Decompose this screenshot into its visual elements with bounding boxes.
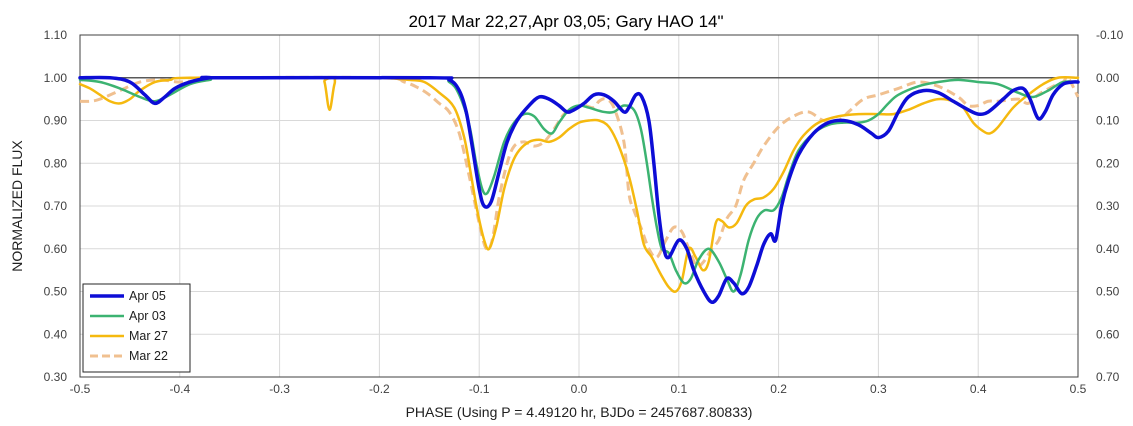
series-line-mar-27 xyxy=(78,75,1080,293)
legend-label: Apr 05 xyxy=(129,289,166,303)
x-axis-label: PHASE (Using P = 4.49120 hr, BJDo = 2457… xyxy=(406,404,753,420)
y2-tick-label: 0.20 xyxy=(1096,156,1120,170)
legend-box xyxy=(82,283,191,373)
x-tick-label: -0.4 xyxy=(169,382,190,396)
series-line-apr-03 xyxy=(78,76,1080,293)
y-tick-label: 0.90 xyxy=(44,114,68,128)
y-tick-label: 0.60 xyxy=(44,242,68,256)
legend-label: Apr 03 xyxy=(129,309,166,323)
y2-tick-label: 0.70 xyxy=(1096,370,1120,384)
x-tick-label: -0.3 xyxy=(269,382,290,396)
x-tick-label: 0.5 xyxy=(1070,382,1087,396)
x-tick-label: 0.4 xyxy=(970,382,987,396)
y-tick-label: 0.40 xyxy=(44,327,68,341)
x-tick-label: -0.2 xyxy=(369,382,390,396)
y-tick-label: 1.10 xyxy=(44,28,68,42)
legend-label: Mar 22 xyxy=(129,349,168,363)
legend: Apr 05 Apr 03 Mar 27 Mar 22 xyxy=(82,283,191,373)
y2-tick-label: 0.10 xyxy=(1096,114,1120,128)
x-tick-label: 0.0 xyxy=(571,382,588,396)
y2-tick-label: -0.10 xyxy=(1096,28,1124,42)
y2-tick-label: 0.40 xyxy=(1096,242,1120,256)
grid-lines xyxy=(79,34,1079,378)
y-axis-ticks: 0.30 0.40 0.50 0.60 0.70 0.80 0.90 1.00 1.10 xyxy=(44,28,68,384)
y2-tick-label: 0.00 xyxy=(1096,71,1120,85)
y-tick-label: 0.80 xyxy=(44,156,68,170)
y2-tick-label: 0.50 xyxy=(1096,285,1120,299)
y-tick-label: 1.00 xyxy=(44,71,68,85)
chart-title: 2017 Mar 22,27,Apr 03,05; Gary HAO 14" xyxy=(408,12,723,31)
y-tick-label: 0.30 xyxy=(44,370,68,384)
y-tick-label: 0.50 xyxy=(44,285,68,299)
y-axis-label: NORMALIZED FLUX xyxy=(9,140,25,272)
x-tick-label: -0.1 xyxy=(469,382,490,396)
series-line-apr-05 xyxy=(78,75,1080,305)
y2-tick-label: 0.30 xyxy=(1096,199,1120,213)
x-tick-label: 0.2 xyxy=(770,382,787,396)
x-tick-label: 0.1 xyxy=(670,382,687,396)
series-line-mar-22 xyxy=(79,75,1080,268)
legend-label: Mar 27 xyxy=(129,329,168,343)
plot-area-frame xyxy=(79,34,1079,378)
x-axis-ticks: -0.5 -0.4 -0.3 -0.2 -0.1 0.0 0.1 0.2 0.3 0.4 0.5 xyxy=(70,382,1087,396)
y2-axis-ticks: 0.70 0.60 0.50 0.40 0.30 0.20 0.10 0.00 -0.10 xyxy=(1096,28,1124,384)
x-tick-label: 0.3 xyxy=(870,382,887,396)
series-group xyxy=(78,75,1080,305)
y2-tick-label: 0.60 xyxy=(1096,327,1120,341)
x-tick-label: -0.5 xyxy=(70,382,91,396)
y-tick-label: 0.70 xyxy=(44,199,68,213)
